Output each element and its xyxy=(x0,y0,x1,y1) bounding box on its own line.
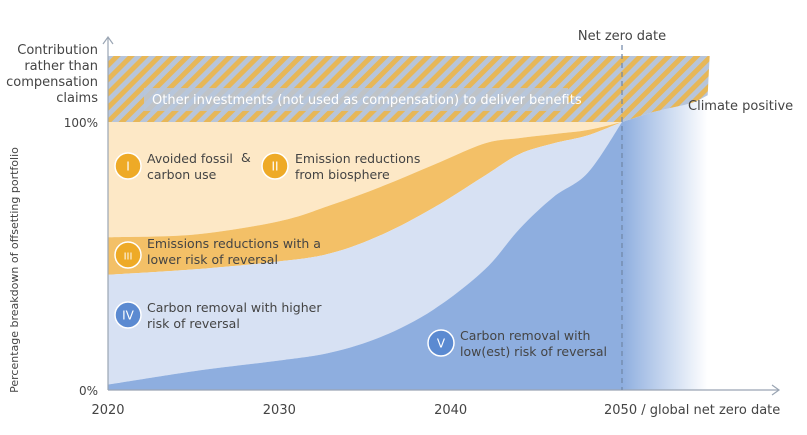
band-V-text: Carbon removal with xyxy=(460,328,590,343)
x-tick-labels: 2020 2030 2040 2050 / global net zero date xyxy=(91,403,780,418)
band-III-text: lower risk of reversal xyxy=(147,252,278,267)
contribution-label-line: Contribution xyxy=(17,43,98,58)
band-II-badge xyxy=(261,152,289,180)
other-investments-banner xyxy=(144,88,568,111)
band-climate-positive-extension xyxy=(622,95,708,390)
band-III-numeral: III xyxy=(124,252,133,263)
contribution-label-line: compensation xyxy=(6,75,98,90)
band-III-badge xyxy=(114,241,142,269)
y-tick-labels: 100% 0% xyxy=(64,116,98,398)
band-I-text: carbon use xyxy=(147,167,217,182)
contribution-label-line: rather than xyxy=(24,59,98,74)
other-investments-label: Other investments (not used as compensat… xyxy=(152,93,582,108)
band-avoided-fossil-and-biosphere xyxy=(108,122,622,238)
band-II-text: Emission reductions xyxy=(295,151,420,166)
band-emissions-reductions-lower-risk xyxy=(108,122,622,275)
contribution-label-line: claims xyxy=(56,91,98,106)
band-V-numeral: V xyxy=(437,337,446,351)
y-axis-title: Percentage breakdown of offsetting portf… xyxy=(8,147,21,393)
x-tick-label: 2040 xyxy=(434,403,467,418)
x-axis-arrow xyxy=(771,384,781,396)
band-I-numeral: I xyxy=(126,160,130,174)
band-I-badge xyxy=(114,152,142,180)
band-II-text: from biosphere xyxy=(295,167,390,182)
x-tick-label: 2050 / global net zero date xyxy=(604,403,780,418)
x-tick-label: 2030 xyxy=(263,403,296,418)
x-tick-label: 2020 xyxy=(91,403,124,418)
band-carbon-removal-lowest-risk xyxy=(108,122,622,390)
y-tick-label: 100% xyxy=(64,116,98,130)
climate-positive-label: Climate positive xyxy=(688,99,793,114)
band-I-text: Avoided fossil xyxy=(147,151,233,166)
band-IV-text: Carbon removal with higher xyxy=(147,300,322,315)
band-II-numeral: II xyxy=(271,160,278,174)
band-III-text: Emissions reductions with a xyxy=(147,236,321,251)
y-tick-label: 0% xyxy=(79,384,98,398)
net-zero-label: Net zero date xyxy=(578,29,666,44)
y-axis-arrow xyxy=(102,35,114,45)
band-IV-badge xyxy=(114,301,142,329)
band-IV-numeral: IV xyxy=(122,309,135,323)
band-V-text: low(est) risk of reversal xyxy=(460,344,607,359)
band-carbon-removal-higher-risk xyxy=(108,122,622,385)
band-V-badge xyxy=(427,329,455,357)
ampersand-text: & xyxy=(241,150,251,165)
band-IV-text: risk of reversal xyxy=(147,316,240,331)
